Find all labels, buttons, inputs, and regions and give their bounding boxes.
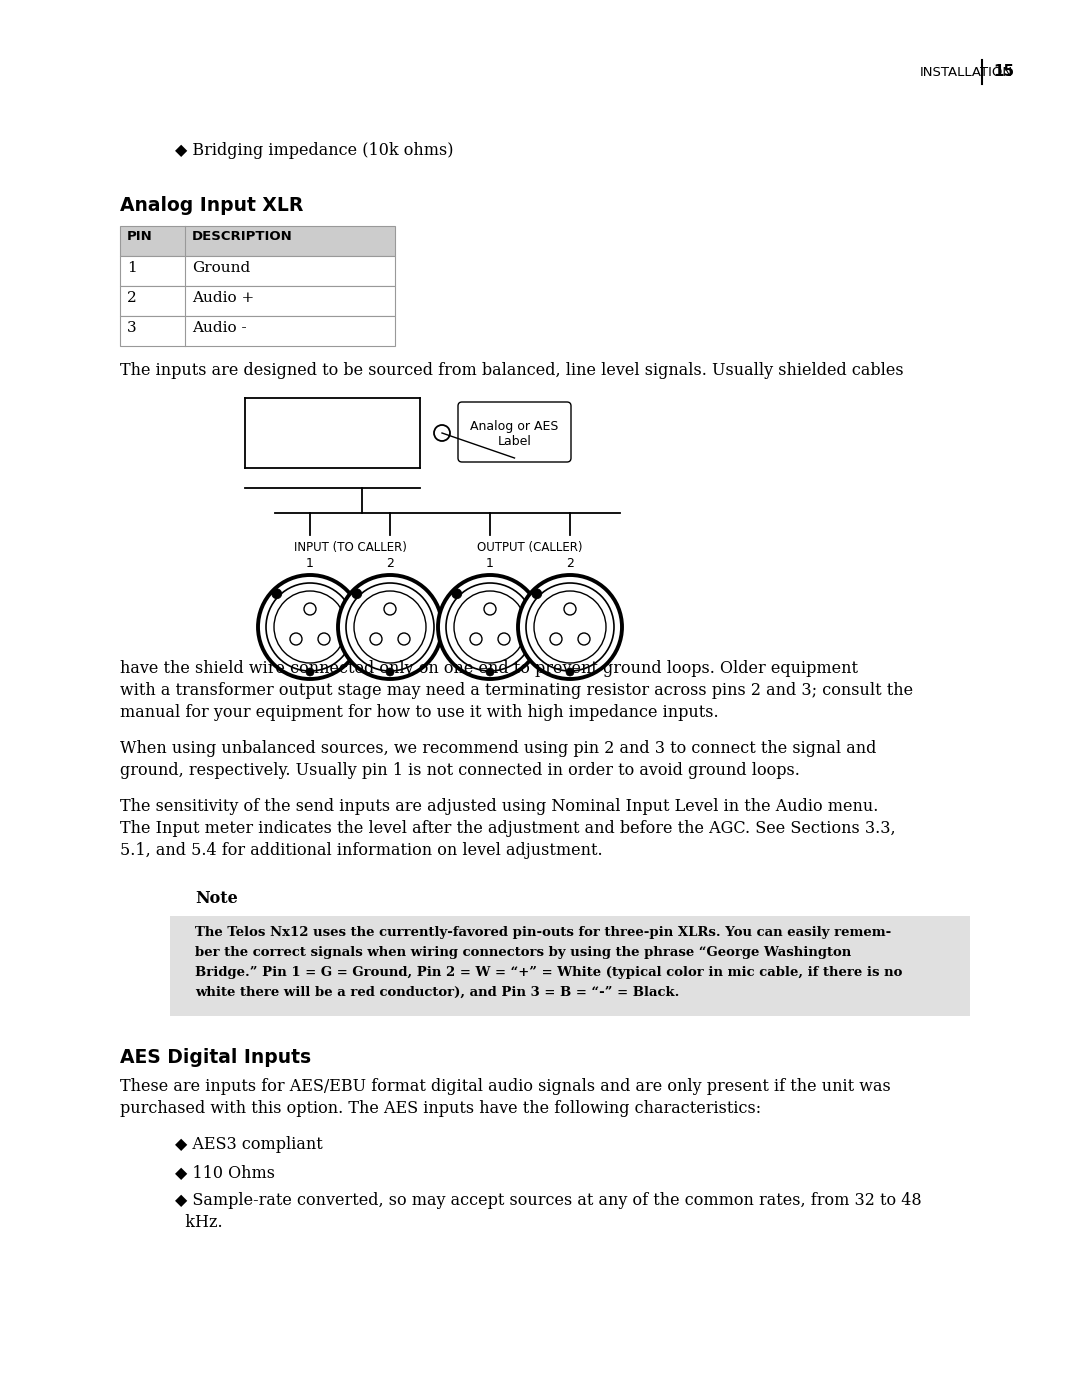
Bar xyxy=(120,256,395,286)
Text: AES Digital Inputs: AES Digital Inputs xyxy=(120,1048,311,1067)
Circle shape xyxy=(354,591,426,664)
Text: 5.1, and 5.4 for additional information on level adjustment.: 5.1, and 5.4 for additional information … xyxy=(120,842,603,859)
Circle shape xyxy=(438,576,542,679)
Circle shape xyxy=(451,588,462,599)
Circle shape xyxy=(578,633,590,645)
Text: 2: 2 xyxy=(386,557,394,570)
Circle shape xyxy=(550,633,562,645)
Text: kHz.: kHz. xyxy=(175,1214,222,1231)
Circle shape xyxy=(484,604,496,615)
Circle shape xyxy=(498,633,510,645)
Text: PIN: PIN xyxy=(127,231,152,243)
Text: Audio -: Audio - xyxy=(192,321,246,335)
Circle shape xyxy=(318,633,330,645)
Text: Ground: Ground xyxy=(192,261,251,275)
Text: manual for your equipment for how to use it with high impedance inputs.: manual for your equipment for how to use… xyxy=(120,704,718,721)
FancyBboxPatch shape xyxy=(458,402,571,462)
Bar xyxy=(120,286,395,316)
Circle shape xyxy=(303,604,316,615)
Text: ◆ AES3 compliant: ◆ AES3 compliant xyxy=(175,1136,323,1153)
Text: Bridge.” Pin 1 = G = Ground, Pin 2 = W = “+” = White (typical color in mic cable: Bridge.” Pin 1 = G = Ground, Pin 2 = W =… xyxy=(195,965,903,979)
Circle shape xyxy=(266,583,354,671)
Text: ground, respectively. Usually pin 1 is not connected in order to avoid ground lo: ground, respectively. Usually pin 1 is n… xyxy=(120,761,800,780)
Circle shape xyxy=(399,633,410,645)
Text: OUTPUT (CALLER): OUTPUT (CALLER) xyxy=(477,541,583,555)
Text: 2: 2 xyxy=(566,557,573,570)
Circle shape xyxy=(454,591,526,664)
Circle shape xyxy=(564,604,576,615)
Text: Note: Note xyxy=(195,890,238,907)
Circle shape xyxy=(386,668,394,676)
Text: Analog Input XLR: Analog Input XLR xyxy=(120,196,303,215)
Text: The Input meter indicates the level after the adjustment and before the AGC. See: The Input meter indicates the level afte… xyxy=(120,820,895,837)
Text: When using unbalanced sources, we recommend using pin 2 and 3 to connect the sig: When using unbalanced sources, we recomm… xyxy=(120,740,876,757)
Text: purchased with this option. The AES inputs have the following characteristics:: purchased with this option. The AES inpu… xyxy=(120,1099,761,1118)
Circle shape xyxy=(338,576,442,679)
Circle shape xyxy=(434,425,450,441)
Circle shape xyxy=(486,668,494,676)
Text: 15: 15 xyxy=(993,64,1014,80)
Circle shape xyxy=(274,591,346,664)
Text: The sensitivity of the send inputs are adjusted using Nominal Input Level in the: The sensitivity of the send inputs are a… xyxy=(120,798,878,814)
Text: Audio +: Audio + xyxy=(192,291,254,305)
Text: INPUT (TO CALLER): INPUT (TO CALLER) xyxy=(294,541,406,555)
Text: 2: 2 xyxy=(127,291,137,305)
Text: These are inputs for AES/EBU format digital audio signals and are only present i: These are inputs for AES/EBU format digi… xyxy=(120,1078,891,1095)
Text: The Telos Nx12 uses the currently-favored pin-outs for three-pin XLRs. You can e: The Telos Nx12 uses the currently-favore… xyxy=(195,926,891,939)
Text: Analog or AES
Label: Analog or AES Label xyxy=(470,420,558,448)
Text: DESCRIPTION: DESCRIPTION xyxy=(192,231,293,243)
Circle shape xyxy=(291,633,302,645)
Circle shape xyxy=(258,576,362,679)
Bar xyxy=(120,316,395,346)
Text: ◆ Sample-rate converted, so may accept sources at any of the common rates, from : ◆ Sample-rate converted, so may accept s… xyxy=(175,1192,921,1208)
Text: 1: 1 xyxy=(127,261,137,275)
Circle shape xyxy=(531,588,542,599)
Circle shape xyxy=(352,588,362,599)
Text: ber the correct signals when wiring connectors by using the phrase “George Washi: ber the correct signals when wiring conn… xyxy=(195,946,851,958)
Text: 1: 1 xyxy=(486,557,494,570)
Circle shape xyxy=(518,576,622,679)
Circle shape xyxy=(346,583,434,671)
Text: ◆ Bridging impedance (10k ohms): ◆ Bridging impedance (10k ohms) xyxy=(175,142,454,159)
Text: 3: 3 xyxy=(127,321,137,335)
Bar xyxy=(170,916,970,1016)
Circle shape xyxy=(370,633,382,645)
Text: ◆ 110 Ohms: ◆ 110 Ohms xyxy=(175,1164,275,1180)
Text: The inputs are designed to be sourced from balanced, line level signals. Usually: The inputs are designed to be sourced fr… xyxy=(120,362,904,379)
Circle shape xyxy=(566,668,573,676)
Circle shape xyxy=(446,583,534,671)
Text: INSTALLATION: INSTALLATION xyxy=(920,66,1013,78)
Text: white there will be a red conductor), and Pin 3 = B = “-” = Black.: white there will be a red conductor), an… xyxy=(195,986,679,999)
Text: have the shield wire connected only on one end to prevent ground loops. Older eq: have the shield wire connected only on o… xyxy=(120,659,858,678)
Bar xyxy=(120,226,395,256)
Circle shape xyxy=(534,591,606,664)
Text: with a transformer output stage may need a terminating resistor across pins 2 an: with a transformer output stage may need… xyxy=(120,682,913,698)
Circle shape xyxy=(272,588,282,599)
Circle shape xyxy=(306,668,314,676)
Circle shape xyxy=(470,633,482,645)
Circle shape xyxy=(384,604,396,615)
Circle shape xyxy=(526,583,615,671)
Text: 1: 1 xyxy=(306,557,314,570)
